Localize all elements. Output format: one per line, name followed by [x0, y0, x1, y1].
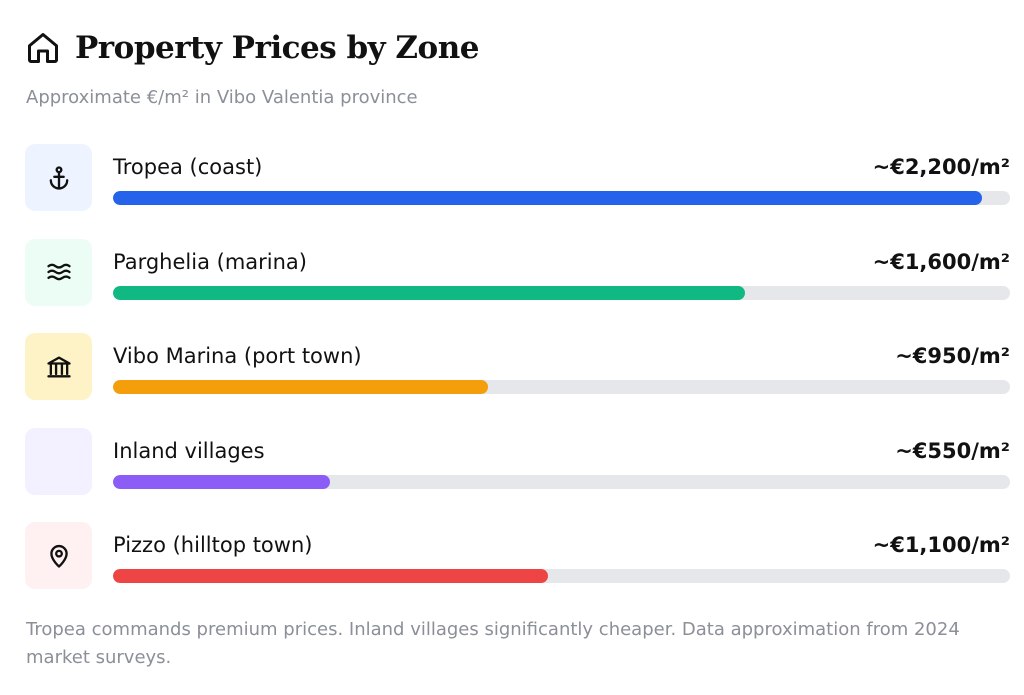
subtitle: Approximate €/m² in Vibo Valentia provin… — [26, 87, 418, 108]
zone-icon-tile — [25, 238, 92, 306]
data-label: ~€1,100/m² — [872, 533, 1010, 557]
waves-icon — [46, 263, 71, 281]
bar-row-vibo-marina: Vibo Marina (port town) ~€950/m² — [25, 333, 1010, 400]
landmark-icon — [46, 356, 71, 377]
map-pin-icon — [49, 544, 68, 568]
zone-icon-tile — [25, 522, 92, 589]
bar-row-parghelia: Parghelia (marina) ~€1,600/m² — [25, 238, 1010, 306]
zone-icon-tile — [25, 333, 92, 400]
bar — [113, 380, 489, 394]
bar-track — [113, 380, 1010, 394]
page-title: Property Prices by Zone — [75, 30, 480, 66]
tick-label: Pizzo (hilltop town) — [113, 533, 313, 557]
data-label: ~€950/m² — [895, 344, 1010, 368]
bar-row-pizzo: Pizzo (hilltop town) ~€1,100/m² — [25, 522, 1010, 589]
tick-label: Inland villages — [113, 438, 265, 463]
data-label: ~€1,600/m² — [872, 249, 1010, 274]
bar — [113, 569, 548, 583]
data-label: ~€550/m² — [895, 438, 1010, 463]
footnote: Tropea commands premium prices. Inland v… — [26, 619, 960, 668]
bar — [113, 285, 746, 300]
bar-track — [113, 474, 1010, 489]
header: Property Prices by Zone — [25, 28, 480, 68]
price-card: Property Prices by Zone Approximate €/m²… — [25, 0, 1010, 695]
bar-track — [113, 569, 1010, 583]
zone-icon-tile — [25, 427, 92, 495]
bar-chart: Tropea (coast) ~€2,200/m² Parghelia (mar… — [25, 144, 1010, 617]
bar — [113, 191, 983, 205]
zone-icon-tile — [25, 144, 92, 211]
bar-track — [113, 191, 1010, 205]
home-icon — [28, 33, 58, 63]
tick-label: Tropea (coast) — [113, 155, 263, 179]
tick-label: Parghelia (marina) — [113, 249, 307, 274]
bar-track — [113, 285, 1010, 300]
bar-row-inland-villages: Inland villages ~€550/m² — [25, 427, 1010, 495]
bar-row-tropea: Tropea (coast) ~€2,200/m² — [25, 144, 1010, 211]
bar — [113, 474, 331, 489]
data-label: ~€2,200/m² — [872, 155, 1010, 179]
anchor-icon — [49, 165, 68, 190]
tick-label: Vibo Marina (port town) — [113, 344, 362, 368]
